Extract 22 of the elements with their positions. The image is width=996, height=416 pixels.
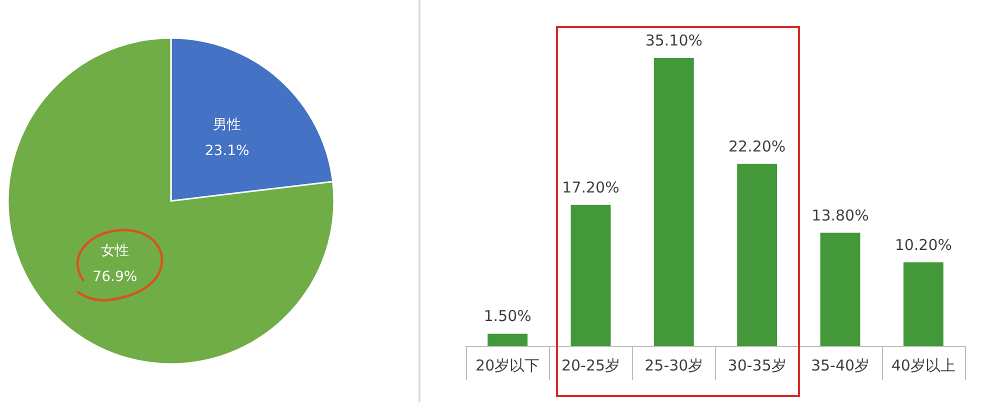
data-label: 22.20% xyxy=(728,137,786,156)
data-label: 23.1% xyxy=(204,142,250,159)
slice-label: 男性 xyxy=(213,116,242,133)
slice-label: 女性 xyxy=(100,243,129,260)
data-label: 17.20% xyxy=(562,178,620,196)
data-label: 35.10% xyxy=(645,32,703,50)
bar xyxy=(570,204,611,346)
x-tick-label: 40岁以上 xyxy=(891,356,956,374)
x-tick-label: 25-30岁 xyxy=(644,356,704,374)
x-tick-label: 20岁以下 xyxy=(476,356,540,374)
bar xyxy=(654,58,694,346)
bar xyxy=(820,232,860,346)
bar xyxy=(488,334,528,346)
bar xyxy=(737,164,778,346)
x-tick-label: 35-40岁 xyxy=(810,356,870,374)
data-label: 13.80% xyxy=(812,206,869,224)
data-label: 1.50% xyxy=(484,307,532,326)
data-label: 76.9% xyxy=(92,269,138,286)
bar xyxy=(903,262,944,346)
data-label: 10.20% xyxy=(894,236,952,254)
x-tick-label: 20-25岁 xyxy=(561,356,620,374)
x-tick-label: 30-35岁 xyxy=(728,356,786,374)
